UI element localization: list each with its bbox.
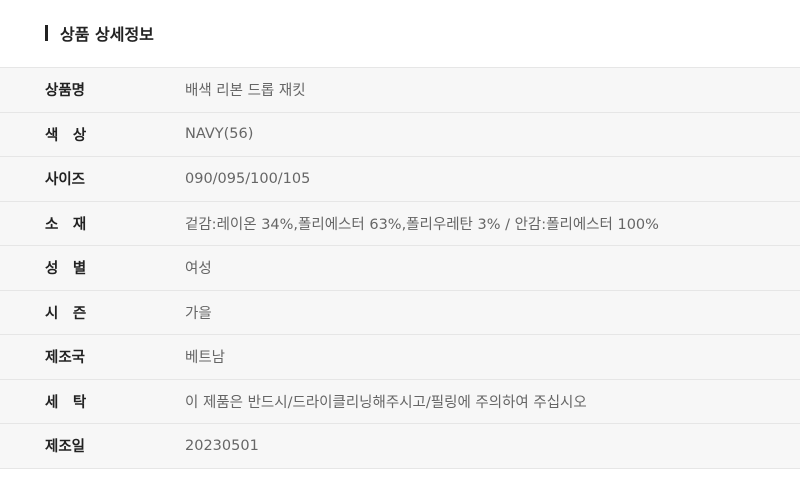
row-value: 베트남	[185, 350, 226, 367]
table-row-washing: 세 탁 이 제품은 반드시/드라이클리닝해주시고/필링에 주의하여 주십시오	[0, 379, 800, 424]
section-title: 상품 상세정보	[60, 25, 154, 44]
section-header: 상품 상세정보	[45, 21, 154, 45]
row-label: 시 즌	[45, 305, 87, 322]
table-row-gender: 성 별 여성	[0, 246, 800, 291]
row-label: 세 탁	[45, 394, 87, 411]
row-value: 여성	[185, 261, 212, 278]
row-value: 가을	[185, 305, 212, 322]
row-value: 겉감:레이온 34%,폴리에스터 63%,폴리우레탄 3% / 안감:폴리에스터…	[185, 216, 659, 233]
table-row-material: 소 재 겉감:레이온 34%,폴리에스터 63%,폴리우레탄 3% / 안감:폴리…	[0, 201, 800, 246]
table-row-color: 색 상 NAVY(56)	[0, 112, 800, 157]
table-row-manufacture-date: 제조일 20230501	[0, 424, 800, 469]
row-value: 090/095/100/105	[185, 170, 311, 187]
table-row-product-name: 상품명 배색 리본 드롭 재킷	[0, 68, 800, 113]
row-label: 소 재	[45, 216, 87, 233]
row-value: 이 제품은 반드시/드라이클리닝해주시고/필링에 주의하여 주십시오	[185, 394, 587, 411]
table-row-season: 시 즌 가을	[0, 290, 800, 335]
row-label: 제조국	[45, 350, 86, 367]
row-label: 상품명	[45, 83, 86, 100]
row-label: 사이즈	[45, 172, 86, 189]
row-value: 20230501	[185, 437, 259, 454]
row-label: 성 별	[45, 261, 87, 278]
product-detail-table: 상품명 배색 리본 드롭 재킷 색 상 NAVY(56) 사이즈 090/095/10…	[0, 67, 800, 469]
row-value: NAVY(56)	[185, 126, 254, 143]
table-row-size: 사이즈 090/095/100/105	[0, 157, 800, 202]
row-label: 제조일	[45, 439, 86, 456]
title-bar-decoration	[45, 25, 48, 41]
row-label: 색 상	[45, 127, 87, 144]
row-value: 배색 리본 드롭 재킷	[185, 83, 306, 100]
table-row-country: 제조국 베트남	[0, 335, 800, 380]
